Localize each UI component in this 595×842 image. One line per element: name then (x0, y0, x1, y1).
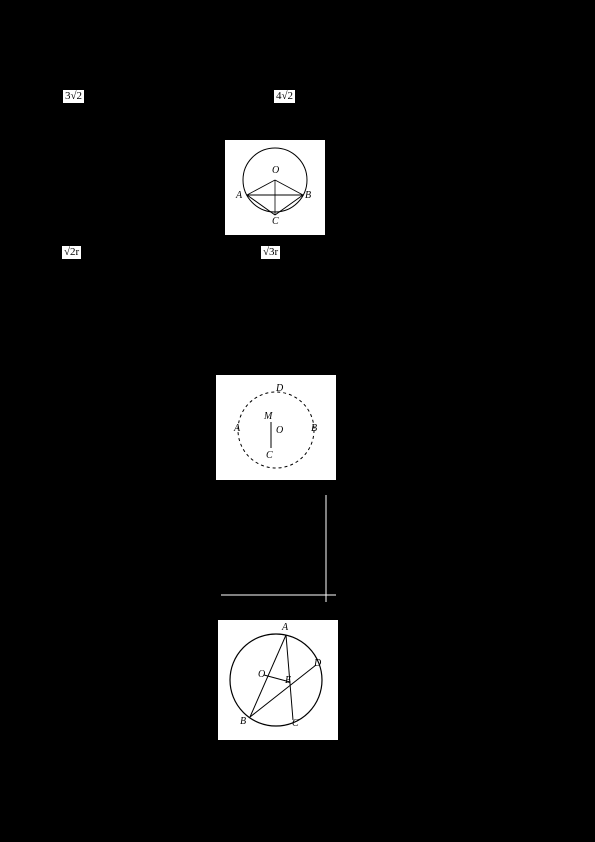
label-B: B (311, 423, 317, 434)
label-D: D (276, 383, 283, 394)
label-B: B (305, 190, 311, 201)
label-M: M (264, 411, 272, 422)
label-O: O (276, 425, 283, 436)
formula-text: 4√2 (276, 90, 293, 102)
figure-dashed-circle: D A B M O C (216, 375, 336, 480)
label-A: A (282, 622, 288, 633)
figure-axes (216, 490, 341, 605)
formula-root-3r: √3r (261, 246, 280, 259)
formula-4-root-2: 4√2 (274, 90, 295, 103)
figure-circle-chords: A O E D B C (218, 620, 338, 740)
label-C: C (266, 450, 273, 461)
label-A: A (236, 190, 242, 201)
formula-text: 3√2 (65, 90, 82, 102)
label-O: O (258, 669, 265, 680)
formula-text: √2r (64, 246, 79, 258)
label-C: C (272, 216, 279, 227)
label-E: E (285, 675, 291, 686)
formula-text: √3r (263, 246, 278, 258)
formula-root-2r: √2r (62, 246, 81, 259)
formula-3-root-2: 3√2 (63, 90, 84, 103)
label-A: A (234, 423, 240, 434)
label-D: D (314, 658, 321, 669)
label-B: B (240, 716, 246, 727)
label-C: C (292, 718, 299, 729)
figure-circle-quad: O A B C (225, 140, 325, 235)
label-O: O (272, 165, 279, 176)
